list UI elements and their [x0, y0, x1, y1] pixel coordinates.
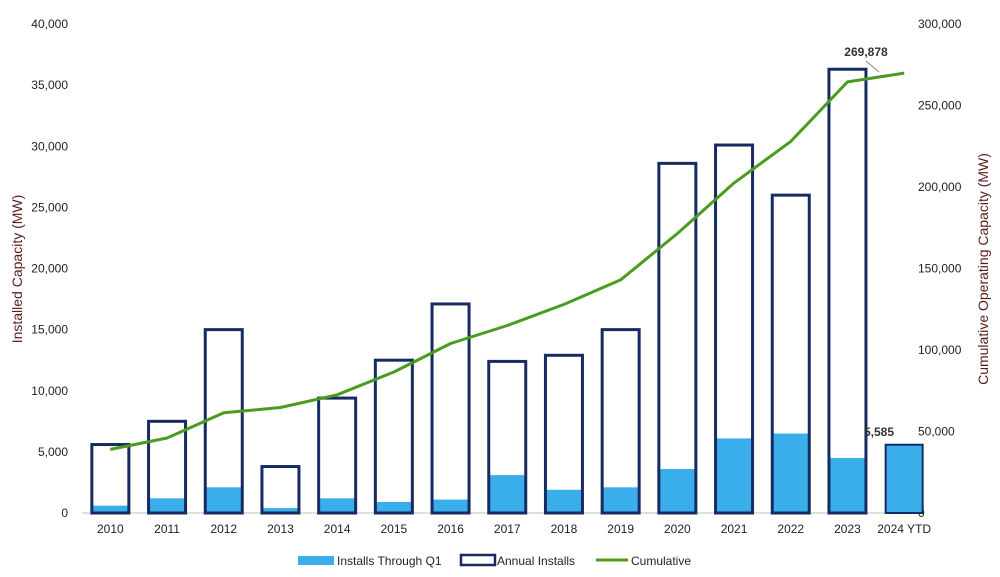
bar-annual-installs: [147, 419, 188, 515]
bar-annual-installs: [714, 143, 755, 515]
bar-installs-through-q1: [261, 508, 299, 513]
bar-annual-installs: [430, 302, 471, 515]
x-tick-label: 2014: [324, 522, 351, 536]
y-tick-label: 35,000: [31, 78, 68, 92]
bar-annual-installs: [373, 358, 414, 515]
bar-annual-installs: [657, 161, 698, 515]
bar-annual-installs: [827, 67, 868, 515]
bar-annual-installs: [600, 328, 641, 515]
y2-tick-label: 100,000: [918, 343, 962, 357]
y-axis-title: Installed Capacity (MW): [9, 195, 25, 344]
y2-tick-label: 300,000: [918, 17, 962, 31]
bar-installs-through-q1: [148, 498, 186, 513]
bar-installs-through-q1: [318, 498, 356, 513]
bar-installs-through-q1: [772, 433, 810, 513]
bar-installs-through-q1: [488, 475, 526, 513]
bar-installs-through-q1: [432, 499, 470, 513]
x-tick-label: 2024 YTD: [877, 522, 931, 536]
y-tick-label: 0: [61, 506, 68, 520]
y-tick-label: 40,000: [31, 17, 68, 31]
bar-installs-through-q1: [658, 468, 696, 513]
x-tick-label: 2016: [437, 522, 464, 536]
x-tick-label: 2021: [721, 522, 748, 536]
bar-installs-through-q1: [602, 487, 640, 513]
y-tick-label: 15,000: [31, 323, 68, 337]
bar-installs-through-q1: [828, 457, 866, 513]
x-tick-label: 2019: [607, 522, 634, 536]
last-bar-label: 5,585: [864, 425, 894, 439]
y-tick-label: 10,000: [31, 384, 68, 398]
bar-installs-through-q1: [715, 438, 753, 513]
cumulative-label-leader: [865, 60, 880, 73]
x-axis: 2010 2011 2012 2013 2014 2015 2016 2017 2018 2019…: [97, 522, 931, 536]
bar-annual-installs: [884, 443, 924, 515]
x-tick-label: 2010: [97, 522, 124, 536]
last-cumulative-label: 269,878: [844, 45, 888, 59]
bar-installs-through-q1: [205, 487, 243, 513]
x-tick-label: 2017: [494, 522, 521, 536]
legend-label-annual-installs: Annual Installs: [497, 554, 575, 568]
bar-annual-installs: [487, 359, 528, 515]
y2-tick-label: 200,000: [918, 180, 962, 194]
cumulative-line: [110, 71, 905, 451]
bar-annual-installs: [543, 353, 584, 515]
legend-label-installs-through-q1: Installs Through Q1: [337, 554, 442, 568]
y-tick-label: 30,000: [31, 139, 68, 153]
bar-annual-installs: [260, 465, 301, 515]
x-tick-label: 2023: [834, 522, 861, 536]
bar-annual-installs: [203, 328, 244, 515]
legend: Installs Through Q1 Annual Installs Cumu…: [298, 553, 691, 568]
x-tick-label: 2015: [380, 522, 407, 536]
x-tick-label: 2022: [777, 522, 804, 536]
bar-installs-through-q1: [91, 505, 129, 513]
y2-axis-title: Cumulative Operating Capacity (MW): [975, 153, 991, 385]
bar-annual-installs: [317, 396, 358, 515]
y2-tick-label: 50,000: [918, 425, 955, 439]
right-axis: 050,000100,000150,000200,000250,000300,0…: [918, 17, 962, 520]
y-tick-label: 5,000: [38, 445, 68, 459]
legend-label-cumulative: Cumulative: [631, 554, 691, 568]
bar-annual-installs: [770, 193, 811, 515]
x-tick-label: 2012: [210, 522, 237, 536]
bar-installs-through-q1: [545, 489, 583, 513]
bar-annual-installs: [90, 443, 131, 515]
x-tick-label: 2018: [551, 522, 578, 536]
x-tick-label: 2013: [267, 522, 294, 536]
legend-swatch-annual-installs: [459, 553, 497, 567]
y2-tick-label: 250,000: [918, 99, 962, 113]
cumulative-line-group: [110, 71, 905, 451]
y-tick-label: 20,000: [31, 262, 68, 276]
bar-installs-through-q1: [885, 444, 923, 513]
bar-installs-through-q1: [375, 501, 413, 513]
y2-tick-label: 150,000: [918, 262, 962, 276]
x-tick-label: 2011: [154, 522, 180, 536]
y-tick-label: 25,000: [31, 200, 68, 214]
x-tick-label: 2020: [664, 522, 691, 536]
legend-swatch-installs-through-q1: [298, 556, 334, 565]
